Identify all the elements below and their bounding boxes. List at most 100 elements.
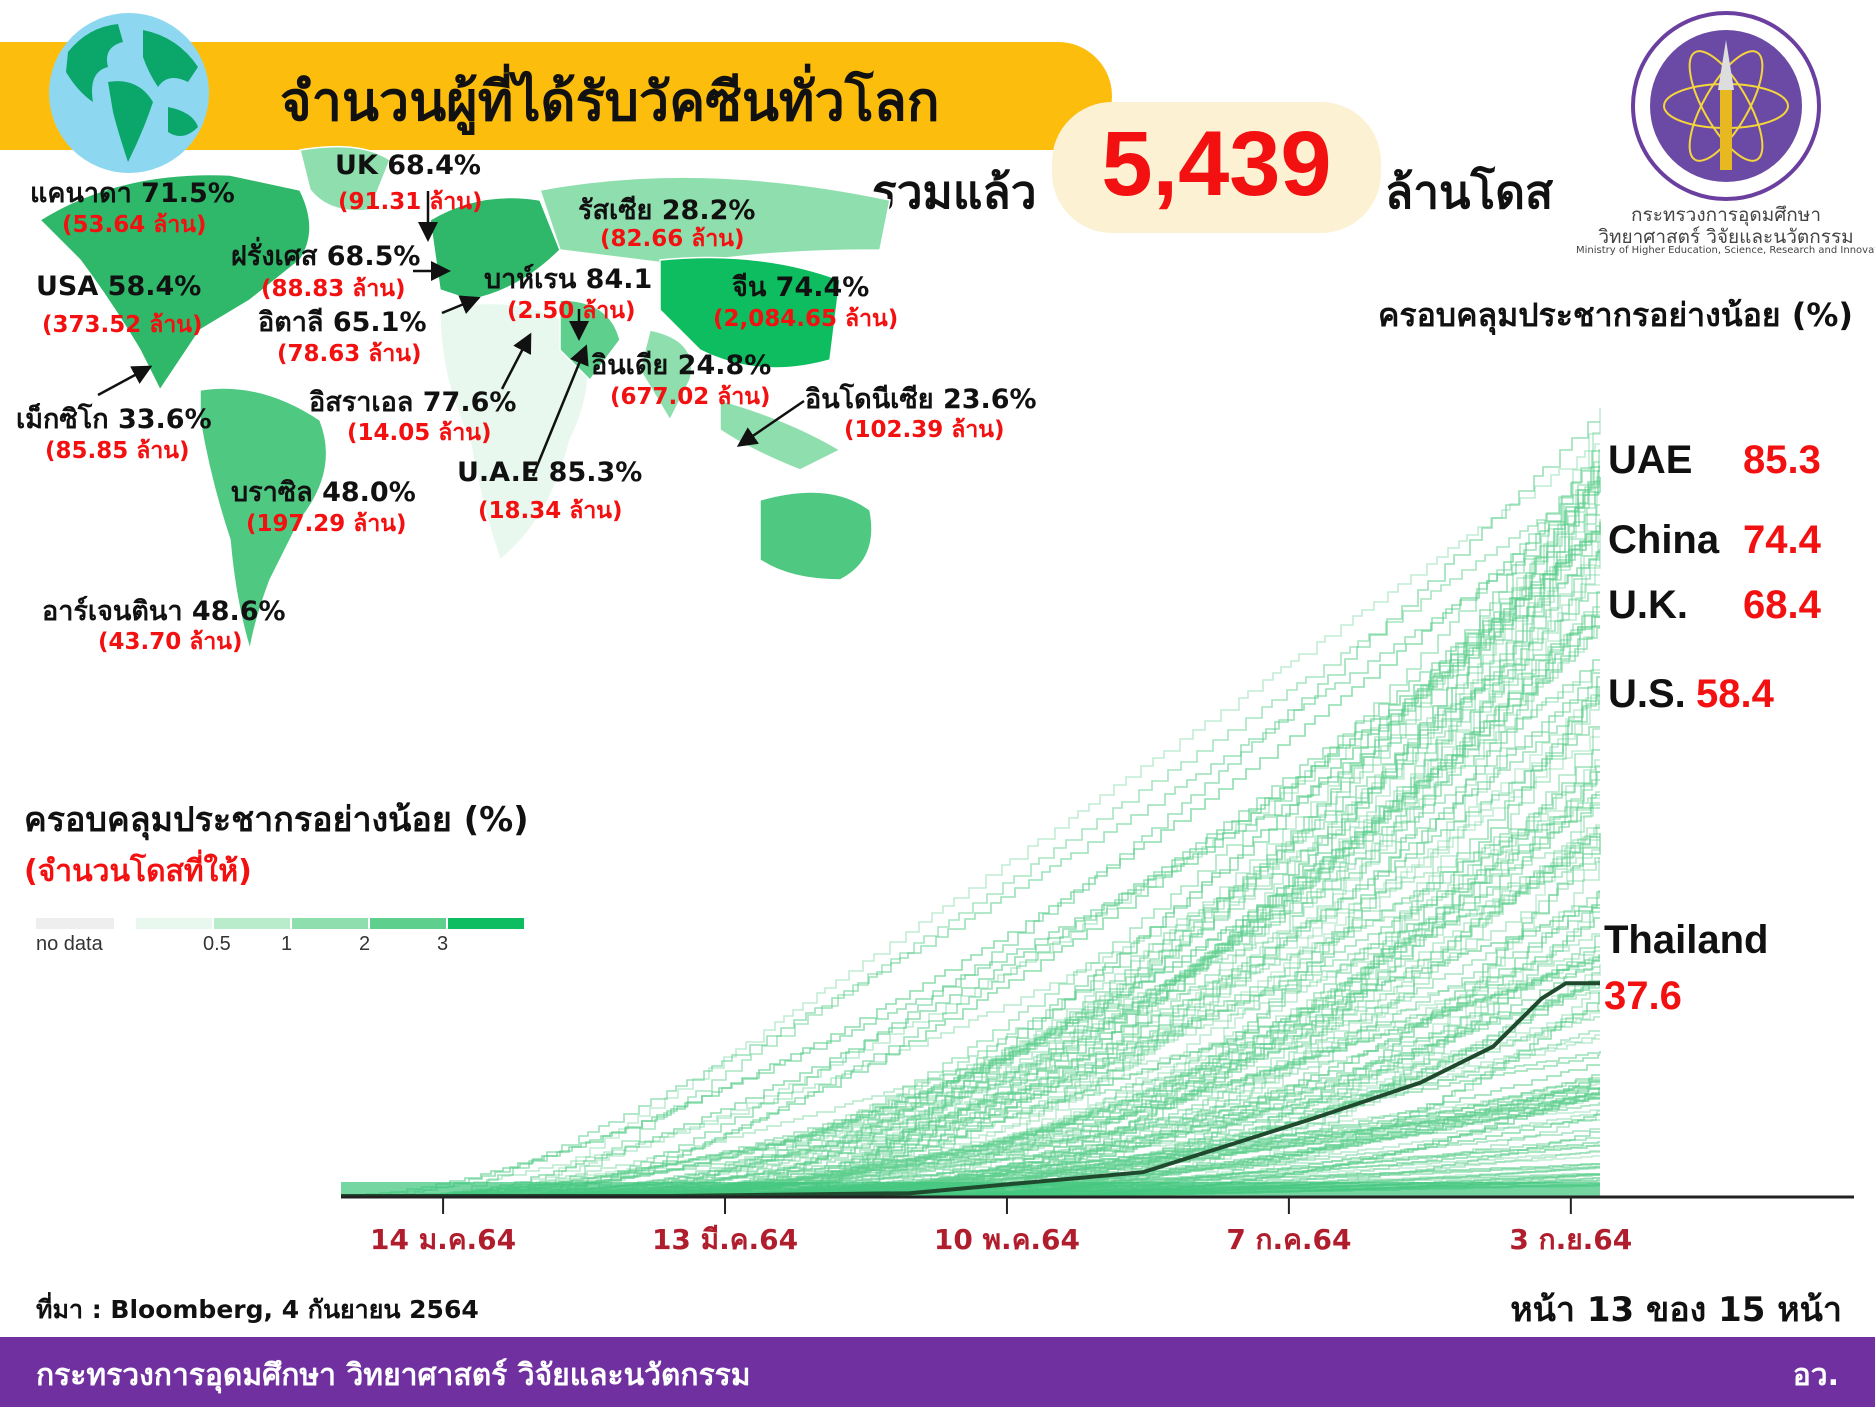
country-line	[341, 461, 1600, 1197]
country-line	[341, 606, 1600, 1197]
country-label: อินโดนีเซีย 23.6%	[805, 384, 1037, 415]
country-doses: (88.83 ล้าน)	[261, 276, 406, 302]
country-line	[341, 541, 1600, 1197]
country-line	[341, 695, 1600, 1197]
country-label: อาร์เจนตินา 48.6%	[42, 596, 286, 627]
x-tick-label: 10 พ.ค.64	[933, 1223, 1081, 1256]
country-label: อินเดีย 24.8%	[591, 350, 772, 381]
legend-no-data-swatch	[36, 918, 114, 929]
chart-title: ครอบคลุมประชากรอย่างน้อย (%)	[1377, 296, 1853, 334]
legend-swatch	[136, 918, 212, 929]
country-line	[341, 514, 1600, 1197]
ministry-logo	[1631, 11, 1821, 201]
footer-bar	[0, 1337, 1875, 1407]
legend-subtitle: (จำนวนโดสที่ให้)	[24, 854, 252, 889]
footer-abbr: อว.	[1792, 1358, 1839, 1393]
x-tick-label: 13 มี.ค.64	[651, 1223, 799, 1256]
country-doses: (102.39 ล้าน)	[844, 417, 1005, 443]
country-doses: (91.31 ล้าน)	[338, 189, 483, 215]
page-indicator: หน้า 13 ของ 15 หน้า	[1510, 1290, 1842, 1330]
country-label: จีน 74.4%	[732, 272, 870, 303]
country-line	[341, 736, 1600, 1197]
logo-text-en: Ministry of Higher Education, Science, R…	[1576, 245, 1875, 256]
x-tick-label: 14 ม.ค.64	[370, 1223, 517, 1256]
total-label: รวมแล้ว	[872, 165, 1037, 219]
country-doses: (18.34 ล้าน)	[478, 498, 623, 524]
source-text: ที่มา : Bloomberg, 4 กันยายน 2564	[36, 1295, 479, 1324]
country-line	[341, 522, 1601, 1197]
highlight-country-name: U.S.	[1608, 672, 1686, 716]
country-doses: (373.52 ล้าน)	[42, 312, 203, 338]
country-doses: (197.29 ล้าน)	[246, 511, 407, 537]
country-line	[341, 802, 1600, 1197]
x-tick-label: 3 ก.ย.64	[1509, 1223, 1633, 1256]
country-doses: (2,084.65 ล้าน)	[713, 306, 899, 332]
country-line	[341, 765, 1600, 1197]
map-china	[659, 256, 841, 369]
country-label: แคนาดา 71.5%	[30, 178, 235, 209]
country-doses: (14.05 ล้าน)	[347, 420, 492, 446]
legend-title: ครอบคลุมประชากรอย่างน้อย (%)	[24, 800, 529, 840]
country-label: บาห์เรน 84.1	[484, 264, 653, 295]
arrow-mexico	[97, 365, 153, 397]
highlight-country-name: U.K.	[1608, 583, 1688, 627]
country-line	[341, 1034, 1600, 1197]
country-label: USA 58.4%	[36, 271, 202, 302]
legend-swatch	[448, 918, 524, 929]
page-title: จำนวนผู้ที่ได้รับวัคซีนทั่วโลก	[280, 70, 940, 133]
country-line	[341, 904, 1600, 1197]
country-line	[341, 483, 1600, 1197]
country-line	[341, 480, 1600, 1197]
country-line	[341, 477, 1601, 1197]
country-label: เม็กซิโก 33.6%	[16, 404, 212, 435]
logo-text-thai-2: วิทยาศาสตร์ วิจัยและนวัตกรรม	[1598, 226, 1854, 248]
country-line	[341, 669, 1600, 1197]
country-line	[341, 966, 1600, 1197]
logo-text-thai-1: กระทรวงการอุดมศึกษา	[1631, 204, 1821, 226]
country-label: รัสเซีย 28.2%	[578, 195, 756, 226]
country-line	[341, 659, 1600, 1197]
total-pill	[1052, 102, 1381, 233]
map-australia	[759, 491, 873, 581]
country-line	[341, 700, 1600, 1197]
arrow-italy	[441, 295, 481, 315]
country-line	[341, 726, 1600, 1197]
country-label: UK 68.4%	[335, 150, 481, 181]
country-line	[341, 849, 1600, 1197]
country-doses: (78.63 ล้าน)	[277, 341, 422, 367]
country-line	[341, 857, 1600, 1197]
country-line	[341, 688, 1600, 1197]
highlight-country-name: UAE	[1608, 438, 1693, 482]
highlight-country-value: 58.4	[1696, 672, 1774, 716]
x-tick-label: 7 ก.ค.64	[1226, 1223, 1352, 1256]
country-line	[341, 493, 1600, 1197]
arrow-uae	[531, 344, 589, 477]
country-line	[341, 833, 1600, 1197]
country-label: อิสราเอล 77.6%	[309, 387, 517, 418]
country-line	[341, 626, 1600, 1197]
country-doses: (85.85 ล้าน)	[45, 438, 190, 464]
country-line	[341, 957, 1600, 1197]
country-doses: (53.64 ล้าน)	[62, 212, 207, 238]
legend-tick: 3	[437, 933, 449, 955]
globe-icon	[49, 13, 209, 173]
footer-ministry: กระทรวงการอุดมศึกษา วิทยาศาสตร์ วิจัยและ…	[36, 1358, 751, 1393]
map-india	[639, 329, 693, 422]
country-line	[341, 443, 1600, 1197]
legend-no-data-label: no data	[36, 933, 103, 955]
highlight-country-name: China	[1608, 518, 1720, 562]
highlight-country-value: 68.4	[1743, 583, 1821, 627]
legend-swatch	[214, 918, 290, 929]
country-line	[341, 450, 1600, 1197]
country-line	[341, 839, 1600, 1197]
country-doses: (82.66 ล้าน)	[600, 226, 745, 252]
country-line	[341, 551, 1600, 1197]
highlight-country-value: 74.4	[1743, 518, 1821, 562]
country-label: U.A.E 85.3%	[457, 457, 643, 488]
map-south-america	[199, 387, 328, 651]
country-line	[341, 591, 1600, 1197]
legend-swatch	[370, 918, 446, 929]
country-label: อิตาลี 65.1%	[258, 307, 427, 338]
